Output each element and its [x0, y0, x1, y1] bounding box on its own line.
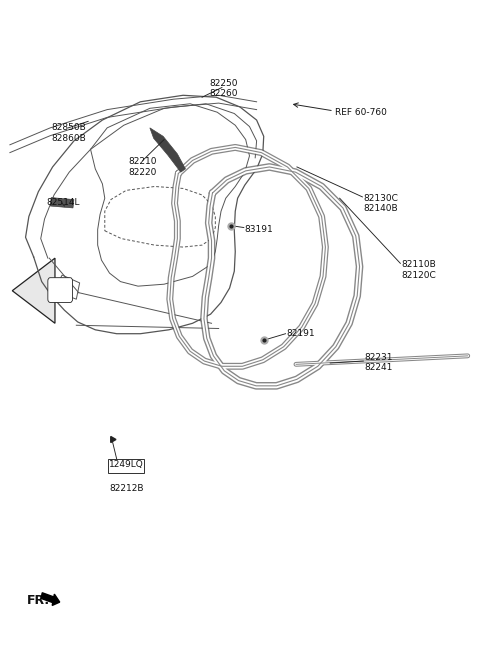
Text: 83191: 83191	[245, 225, 274, 234]
Text: 82110B
82120C: 82110B 82120C	[401, 260, 436, 280]
Polygon shape	[150, 128, 185, 172]
Text: 82212B: 82212B	[109, 484, 144, 493]
Text: 82191: 82191	[287, 329, 315, 338]
Text: 1249LQ: 1249LQ	[109, 459, 144, 468]
FancyBboxPatch shape	[48, 278, 72, 302]
Polygon shape	[50, 198, 74, 208]
Text: 82250
82260: 82250 82260	[209, 79, 238, 99]
Text: 82231
82241: 82231 82241	[364, 353, 393, 372]
Text: 82210
82220: 82210 82220	[129, 157, 157, 177]
Bar	[108, 459, 144, 473]
Text: REF 60-760: REF 60-760	[335, 108, 387, 117]
Text: 82850B
82860B: 82850B 82860B	[51, 124, 85, 143]
Polygon shape	[12, 258, 55, 323]
Text: 82130C
82140B: 82130C 82140B	[363, 194, 398, 213]
Text: 82514L: 82514L	[47, 198, 80, 206]
FancyArrow shape	[41, 593, 60, 606]
Text: FR.: FR.	[26, 595, 49, 607]
